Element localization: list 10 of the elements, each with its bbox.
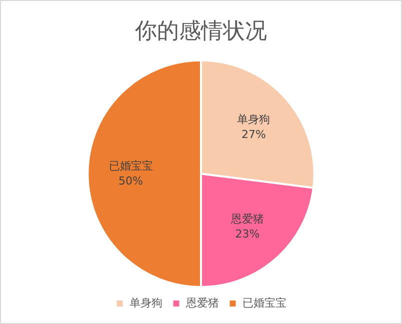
legend-label: 恩爱猪 <box>184 296 219 310</box>
data-label: 23% <box>235 227 260 240</box>
slice-label: 恩爱猪 <box>230 212 264 226</box>
legend-label: 已婚宝宝 <box>242 296 286 310</box>
data-label: 50% <box>118 174 143 188</box>
slice-label: 单身狗 <box>237 113 270 126</box>
slice-label: 已婚宝宝 <box>108 160 153 173</box>
data-label: 27% <box>241 128 266 142</box>
chart-title: 你的感情状况 <box>134 18 267 44</box>
legend-label: 单身狗 <box>129 296 162 310</box>
